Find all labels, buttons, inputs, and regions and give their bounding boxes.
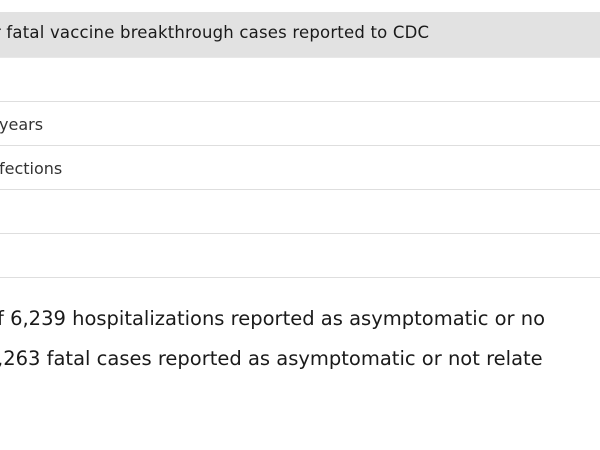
row-label: years: [0, 115, 44, 134]
hospitalizations-note: f 6,239 hospitalizations reported as asy…: [0, 307, 546, 330]
table-row: [0, 58, 600, 102]
table-header: r fatal vaccine breakthrough cases repor…: [0, 12, 600, 58]
breakthrough-cases-table: r fatal vaccine breakthrough cases repor…: [0, 12, 600, 278]
table-row: fections: [0, 146, 600, 190]
table-title: r fatal vaccine breakthrough cases repor…: [0, 23, 430, 42]
table-row: [0, 190, 600, 234]
table-row: [0, 234, 600, 278]
table-row: years: [0, 102, 600, 146]
row-label: fections: [0, 159, 63, 178]
fatal-cases-note: ,263 fatal cases reported as asymptomati…: [0, 347, 543, 370]
